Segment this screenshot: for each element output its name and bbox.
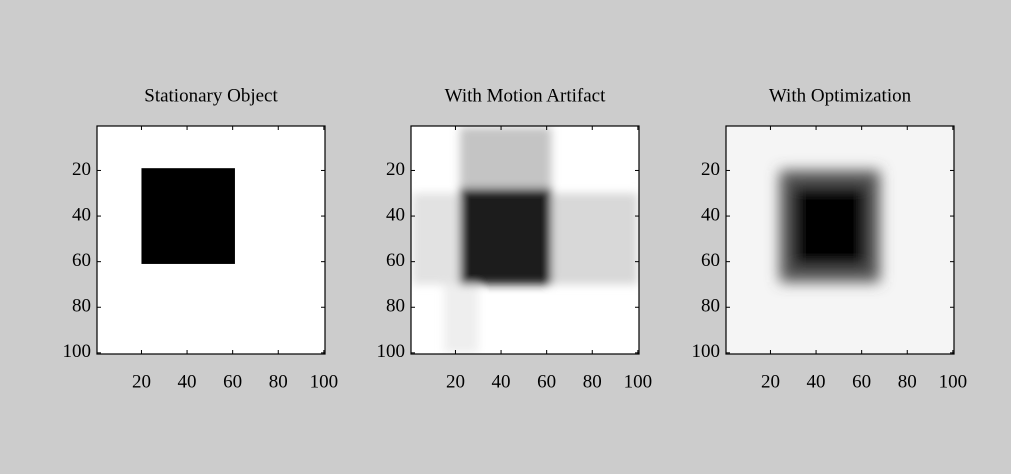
intensity-region [793,186,866,266]
subplot: With Motion Artifact 20 40 60 80 100 20 40 60 80 1… [377,85,653,392]
page: {"chart_data": [ {"type": "image", "titl… [0,0,1011,474]
y-tick-label: 80 [386,296,405,317]
intensity-region [551,193,638,284]
subplot-title: With Motion Artifact [445,85,606,106]
intensity-region [141,168,234,264]
x-tick-label: 80 [583,371,602,392]
subplot: Stationary Object 20 40 60 80 100 20 40 60 80 100 [63,85,339,392]
intensity-region [444,284,478,352]
x-tick-label: 100 [939,371,968,392]
intensity-region [460,127,551,189]
x-tick-label: 80 [898,371,917,392]
x-tick-label: 20 [132,371,151,392]
image-content [780,170,880,282]
y-tick-label: 60 [386,250,405,271]
subplot-title: Stationary Object [144,85,278,106]
y-tick-label: 100 [692,341,721,362]
image-content [141,168,234,264]
y-tick-label: 60 [72,250,91,271]
y-tick-label: 80 [701,296,720,317]
x-tick-label: 40 [492,371,511,392]
y-tick-label: 40 [72,204,91,225]
y-tick-label: 100 [377,341,406,362]
image [141,168,234,264]
y-tick-label: 100 [63,341,92,362]
intensity-region [412,193,460,284]
y-tick-label: 20 [72,159,91,180]
x-tick-label: 40 [807,371,826,392]
x-tick-label: 20 [761,371,780,392]
y-tick-label: 40 [701,204,720,225]
y-tick-label: 60 [701,250,720,271]
subplot-title: With Optimization [769,85,912,106]
y-tick-label: 80 [72,296,91,317]
x-tick-label: 100 [310,371,339,392]
x-tick-label: 60 [537,371,556,392]
x-tick-label: 80 [269,371,288,392]
y-tick-label: 20 [386,159,405,180]
figure: Stationary Object2040608010020406080100W… [0,0,1011,474]
x-tick-label: 60 [852,371,871,392]
x-tick-label: 100 [624,371,653,392]
x-tick-label: 20 [446,371,465,392]
x-tick-label: 60 [223,371,242,392]
image [780,170,880,282]
y-tick-label: 20 [701,159,720,180]
x-tick-label: 40 [178,371,197,392]
y-tick-label: 40 [386,204,405,225]
subplot: With Optimization 20 40 60 80 100 20 40 60 80 100 [692,85,968,392]
intensity-region [460,189,551,285]
